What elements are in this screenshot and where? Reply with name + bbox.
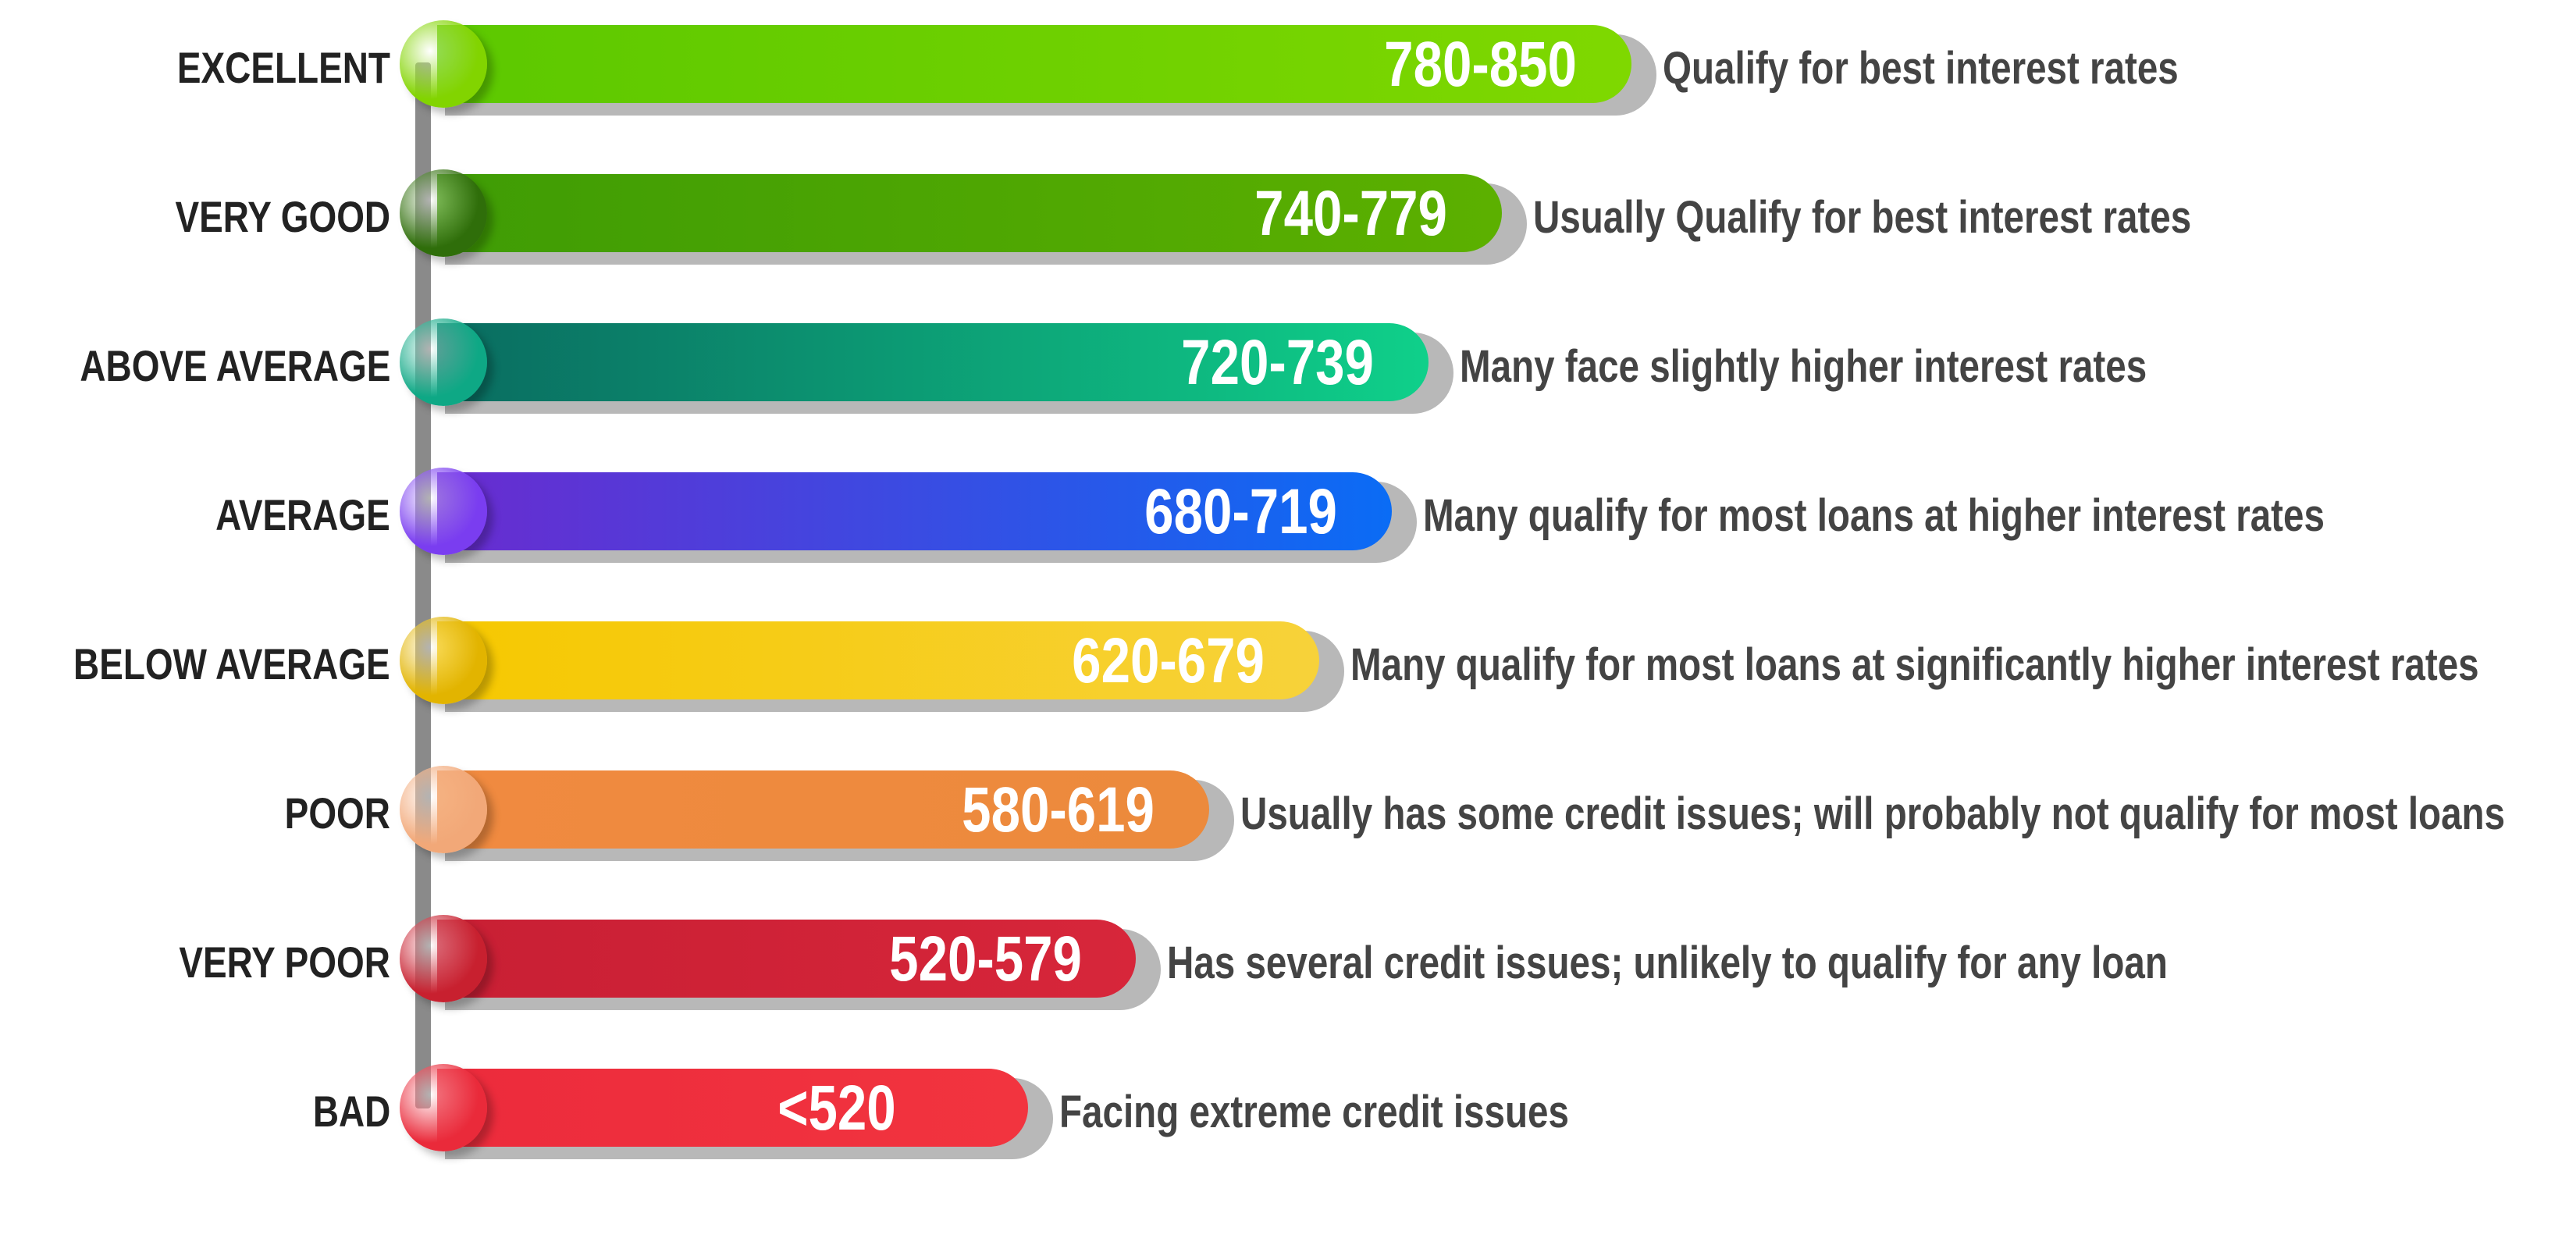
range-label: <520 bbox=[777, 1073, 896, 1144]
bar bbox=[437, 174, 1502, 252]
bar-circle-marker bbox=[400, 1064, 487, 1151]
chart-row: ABOVE AVERAGE 720-739 Many face slightly h… bbox=[0, 315, 2576, 414]
chart-row: VERY POOR 520-579 Has several credit issue… bbox=[0, 912, 2576, 1010]
description-label: Facing extreme credit issues bbox=[1059, 1087, 1570, 1137]
bar-circle-marker bbox=[400, 169, 487, 257]
description-label: Qualify for best interest rates bbox=[1663, 43, 2179, 94]
bar bbox=[437, 770, 1210, 849]
range-label: 520-579 bbox=[888, 923, 1082, 995]
category-label: ABOVE AVERAGE bbox=[79, 341, 390, 390]
chart-row: BELOW AVERAGE 620-679 Many qualify for mos… bbox=[0, 614, 2576, 712]
description-label: Many face slightly higher interest rates bbox=[1460, 341, 2147, 392]
chart-row: BAD <520 Facing extreme credit issues bbox=[0, 1061, 2576, 1159]
category-label: BELOW AVERAGE bbox=[73, 639, 390, 689]
chart-row: EXCELLENT 780-850 Qualify for best interes… bbox=[0, 17, 2576, 116]
range-label: 620-679 bbox=[1071, 625, 1265, 696]
bar bbox=[437, 1069, 1029, 1147]
chart-row: AVERAGE 680-719 Many qualify for most loan… bbox=[0, 464, 2576, 563]
range-label: 740-779 bbox=[1254, 178, 1447, 249]
category-label: AVERAGE bbox=[215, 490, 390, 539]
bar-circle-marker bbox=[400, 915, 487, 1002]
chart-row: POOR 580-619 Usually has some credit issue… bbox=[0, 763, 2576, 861]
description-label: Many qualify for most loans at higher in… bbox=[1423, 490, 2325, 541]
description-label: Usually Qualify for best interest rates bbox=[1532, 192, 2191, 243]
bar bbox=[437, 323, 1429, 401]
bar bbox=[437, 25, 1631, 103]
category-label: EXCELLENT bbox=[177, 43, 390, 92]
bar-circle-marker bbox=[400, 318, 487, 406]
range-label: 720-739 bbox=[1181, 327, 1375, 398]
bar-circle-marker bbox=[400, 468, 487, 555]
range-label: 780-850 bbox=[1384, 29, 1577, 100]
range-label: 680-719 bbox=[1144, 476, 1338, 547]
category-label: VERY POOR bbox=[179, 938, 390, 987]
range-label: 580-619 bbox=[962, 774, 1155, 845]
bar bbox=[437, 472, 1393, 550]
bar-circle-marker bbox=[400, 766, 487, 853]
chart-row: VERY GOOD 740-779 Usually Qualify for best… bbox=[0, 166, 2576, 265]
bar-circle-marker bbox=[400, 20, 487, 108]
bar bbox=[437, 920, 1137, 998]
bar bbox=[437, 621, 1319, 699]
category-label: VERY GOOD bbox=[175, 192, 390, 241]
description-label: Has several credit issues; unlikely to q… bbox=[1167, 938, 2169, 988]
description-label: Usually has some credit issues; will pro… bbox=[1240, 788, 2506, 839]
category-label: BAD bbox=[312, 1087, 390, 1136]
bar-circle-marker bbox=[400, 617, 487, 704]
description-label: Many qualify for most loans at significa… bbox=[1350, 639, 2479, 690]
category-label: POOR bbox=[284, 788, 390, 838]
